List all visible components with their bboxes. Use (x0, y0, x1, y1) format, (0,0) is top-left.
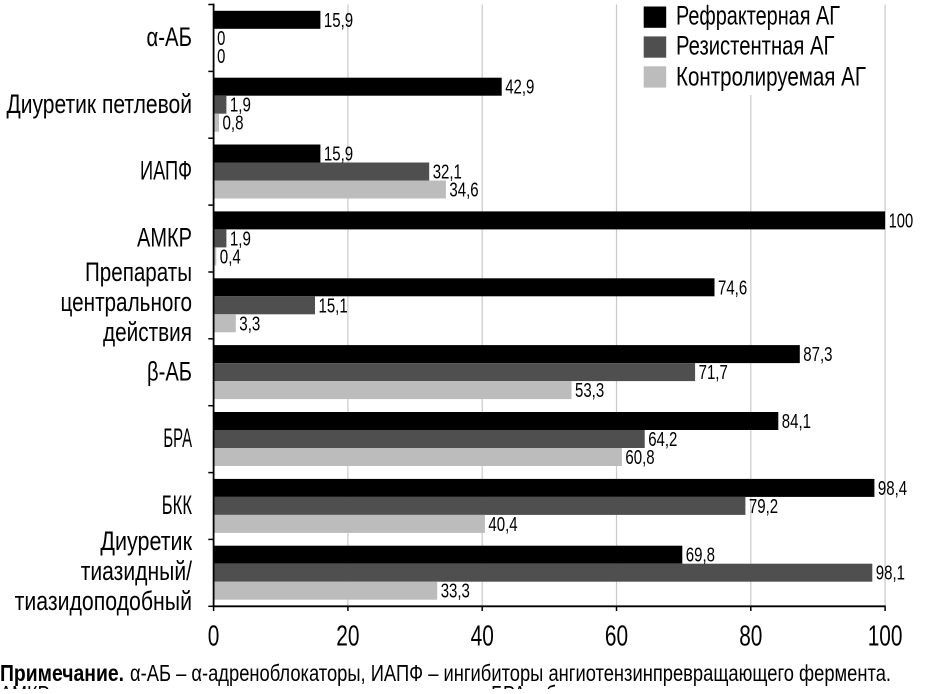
svg-text:тиазидоподобный: тиазидоподобный (15, 586, 192, 616)
svg-text:3,3: 3,3 (239, 312, 260, 335)
svg-text:80: 80 (739, 620, 762, 652)
svg-text:40: 40 (471, 620, 494, 652)
svg-text:ИАПФ: ИАПФ (140, 156, 192, 186)
svg-text:0,4: 0,4 (220, 245, 241, 268)
svg-text:15,9: 15,9 (324, 9, 353, 32)
svg-text:0,8: 0,8 (223, 112, 244, 135)
svg-text:действия: действия (103, 317, 192, 347)
svg-text:БКК: БКК (162, 490, 192, 520)
svg-text:0: 0 (217, 27, 225, 50)
svg-text:АМКР: АМКР (137, 223, 192, 253)
svg-text:79,2: 79,2 (749, 495, 778, 518)
svg-text:15,9: 15,9 (324, 143, 353, 166)
svg-text:60: 60 (605, 620, 628, 652)
svg-text:71,7: 71,7 (699, 361, 728, 384)
svg-text:32,1: 32,1 (433, 161, 462, 184)
svg-text:Препараты: Препараты (85, 257, 192, 287)
svg-text:α-АБ – α-адреноблокаторы, ИАПФ: α-АБ – α-адреноблокаторы, ИАПФ – ингибит… (130, 660, 891, 686)
svg-text:64,2: 64,2 (648, 428, 677, 451)
svg-text:Диуретик: Диуретик (100, 526, 192, 556)
svg-text:Рефрактерная АГ: Рефрактерная АГ (676, 0, 840, 30)
svg-text:15,1: 15,1 (319, 294, 348, 317)
svg-text:34,6: 34,6 (449, 179, 478, 202)
svg-text:74,6: 74,6 (718, 276, 747, 299)
svg-text:60,8: 60,8 (625, 446, 654, 469)
svg-text:АМКР – антагонисты минералокор: АМКР – антагонисты минералокортикоидных … (0, 681, 860, 689)
svg-text:α-АБ: α-АБ (147, 22, 193, 52)
svg-text:Контролируемая АГ: Контролируемая АГ (676, 61, 866, 91)
svg-text:100: 100 (868, 620, 903, 652)
svg-text:Диуретик петлевой: Диуретик петлевой (7, 89, 193, 119)
svg-text:40,4: 40,4 (488, 513, 517, 536)
svg-text:84,1: 84,1 (782, 410, 811, 433)
svg-text:1,9: 1,9 (230, 227, 251, 250)
svg-text:33,3: 33,3 (441, 580, 470, 603)
svg-text:0: 0 (217, 45, 225, 68)
svg-text:БРА: БРА (163, 423, 192, 453)
svg-text:0: 0 (208, 620, 220, 652)
svg-text:42,9: 42,9 (505, 76, 534, 99)
svg-text:Примечание.: Примечание. (0, 660, 124, 686)
svg-text:1,9: 1,9 (230, 94, 251, 117)
svg-text:тиазидный/: тиазидный/ (81, 556, 193, 586)
svg-text:53,3: 53,3 (575, 379, 604, 402)
svg-text:Резистентная АГ: Резистентная АГ (676, 31, 835, 61)
svg-text:β-АБ: β-АБ (147, 356, 192, 386)
svg-text:69,8: 69,8 (686, 544, 715, 567)
svg-text:98,4: 98,4 (878, 477, 907, 500)
svg-text:98,1: 98,1 (876, 562, 905, 585)
svg-text:87,3: 87,3 (803, 343, 832, 366)
svg-text:100: 100 (889, 209, 914, 232)
svg-text:центрального: центрального (61, 287, 193, 317)
svg-text:20: 20 (336, 620, 359, 652)
